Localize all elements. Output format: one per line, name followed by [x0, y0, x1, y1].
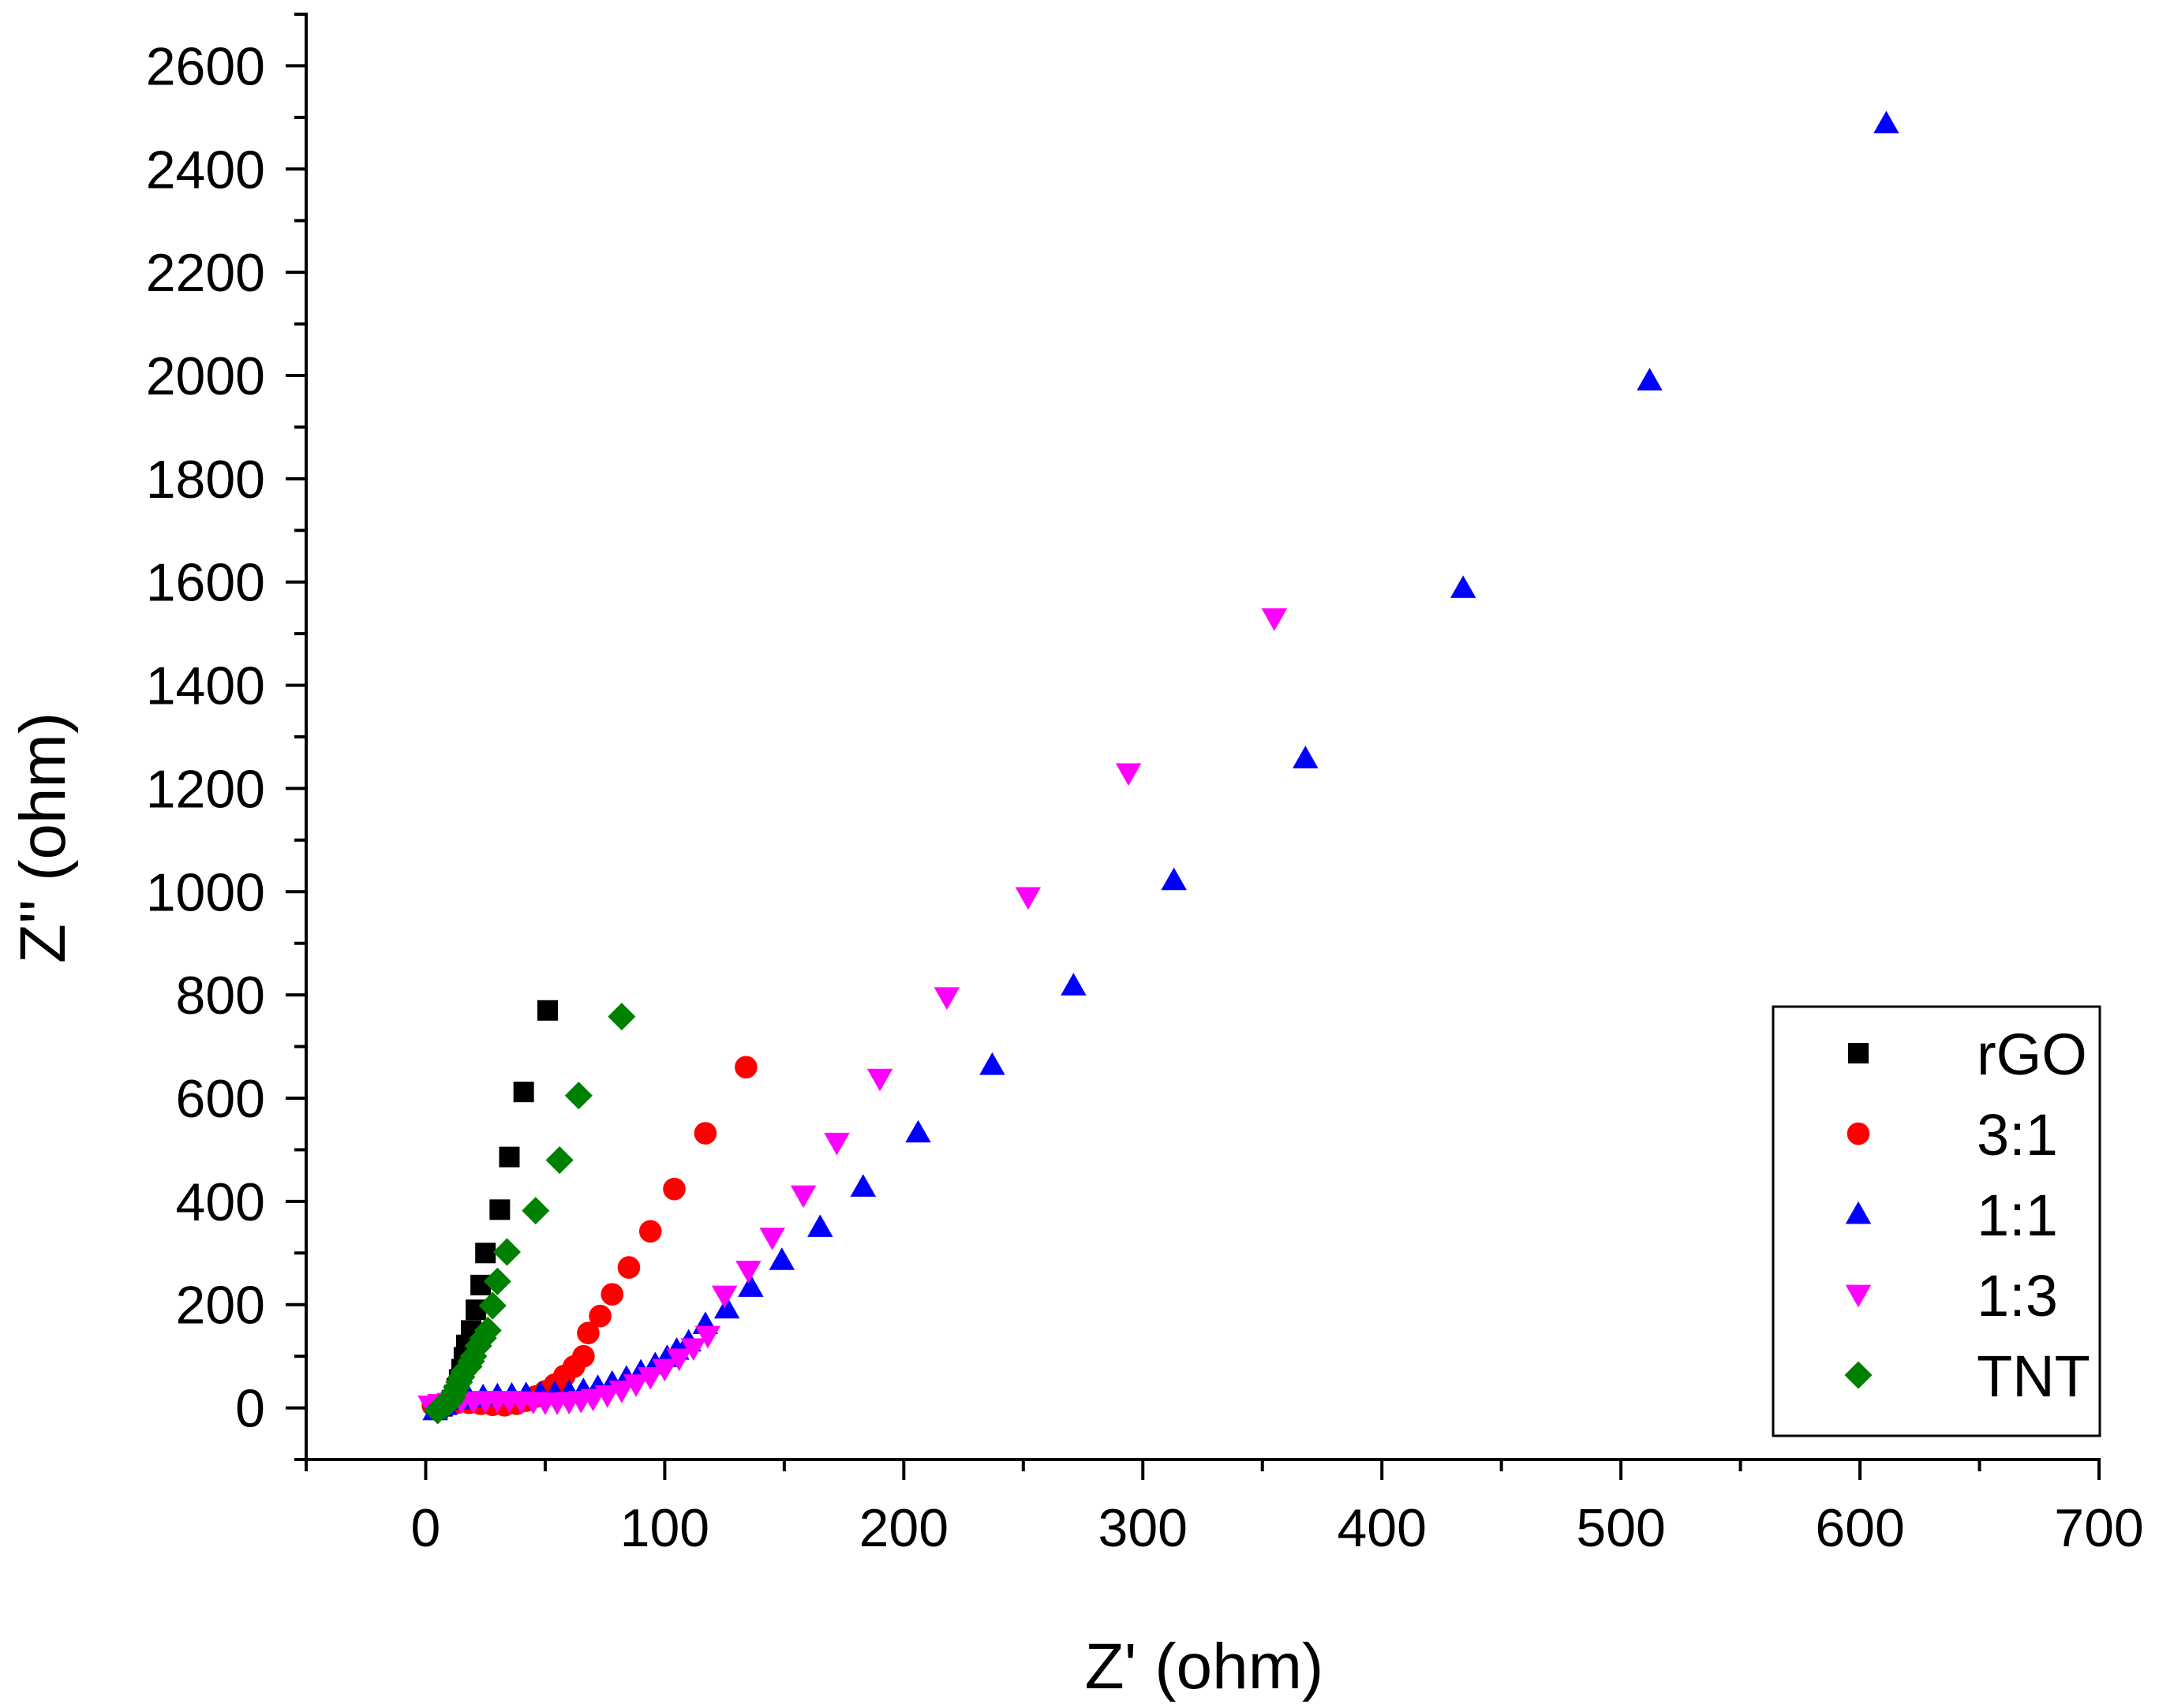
data-point: [1161, 867, 1187, 891]
data-point: [572, 1344, 595, 1368]
data-point: [522, 1197, 550, 1225]
data-point: [513, 1082, 534, 1103]
data-point: [1015, 887, 1042, 910]
x-tick-label: 200: [859, 1498, 949, 1558]
data-point: [537, 1000, 558, 1021]
data-point: [475, 1243, 496, 1264]
data-point: [1261, 608, 1288, 631]
y-tick-label: 1000: [146, 862, 265, 922]
y-tick-label: 800: [176, 966, 265, 1026]
data-point: [1450, 575, 1476, 598]
data-point: [601, 1283, 624, 1306]
y-axis-title: Z'' (ohm): [7, 712, 79, 963]
x-tick-label: 300: [1098, 1498, 1188, 1558]
x-tick-label: 0: [411, 1498, 441, 1558]
data-point: [608, 1380, 635, 1403]
y-tick-label: 2400: [146, 140, 265, 200]
data-point: [594, 1385, 620, 1408]
data-point: [850, 1174, 877, 1197]
y-tick-label: 1600: [146, 553, 265, 613]
legend-layer: rGO 3:1 1:1 1:3 TNT: [1772, 1005, 2101, 1437]
data-point: [623, 1374, 649, 1397]
legend-box: [1772, 1005, 2101, 1437]
data-point: [735, 1261, 761, 1284]
legend-label: 1:3: [1977, 1263, 2058, 1329]
data-point: [577, 1321, 600, 1344]
data-point: [663, 1177, 686, 1201]
data-point: [666, 1348, 692, 1372]
y-tick-label: 0: [235, 1379, 265, 1439]
data-point: [711, 1285, 738, 1309]
data-point: [1293, 746, 1319, 768]
data-point: [478, 1291, 507, 1320]
legend-label: 3:1: [1977, 1102, 2058, 1168]
y-tick-label: 2600: [146, 36, 265, 96]
data-point: [637, 1366, 664, 1390]
data-point: [483, 1267, 511, 1295]
data-point: [694, 1325, 721, 1349]
x-tick-label: 700: [2054, 1498, 2143, 1558]
axes-layer: 0 100 200 300 400 500 600 700 0 200 400 600 800 1000 1…: [146, 13, 2144, 1558]
y-tick-label: 1400: [146, 656, 265, 716]
data-point: [866, 1068, 893, 1092]
data-point: [738, 1274, 764, 1297]
data-point: [713, 1295, 740, 1319]
legend-label: rGO: [1977, 1022, 2087, 1087]
y-tick-label: 2000: [146, 346, 265, 406]
data-point: [608, 1003, 636, 1031]
data-point: [680, 1338, 707, 1361]
data-point: [589, 1304, 612, 1328]
data-point: [807, 1214, 833, 1237]
legend-marker: [1845, 1284, 1872, 1308]
data-point: [759, 1228, 785, 1250]
y-tick-label: 1200: [146, 759, 265, 819]
data-point: [1637, 368, 1663, 391]
data-point: [1061, 973, 1087, 996]
data-point: [499, 1146, 520, 1168]
data-point: [824, 1132, 850, 1156]
data-point: [934, 987, 960, 1011]
data-point: [694, 1122, 717, 1145]
data-point: [580, 1388, 606, 1412]
data-point: [564, 1082, 593, 1110]
data-point: [473, 1316, 502, 1344]
y-tick-label: 1800: [146, 450, 265, 510]
x-tick-label: 600: [1815, 1498, 1904, 1558]
legend-marker: [1848, 1043, 1869, 1063]
marks-layer: [417, 110, 1899, 1425]
legend-label: TNT: [1977, 1344, 2090, 1409]
legend-marker: [1844, 1361, 1873, 1389]
data-point: [638, 1220, 662, 1243]
legend-marker: [1845, 1201, 1872, 1224]
x-tick-label: 500: [1576, 1498, 1665, 1558]
data-point: [790, 1185, 817, 1209]
data-point: [979, 1052, 1005, 1075]
data-point: [617, 1256, 641, 1279]
data-point: [492, 1238, 522, 1266]
series-tnt: [424, 1003, 636, 1425]
data-point: [735, 1056, 758, 1079]
data-point: [1873, 110, 1899, 134]
data-point: [545, 1146, 574, 1175]
data-point: [1115, 763, 1142, 787]
data-point: [489, 1199, 511, 1220]
legend-label: 1:1: [1977, 1183, 2058, 1248]
y-tick-label: 400: [176, 1172, 265, 1232]
legend-marker: [1847, 1122, 1870, 1146]
x-tick-label: 400: [1337, 1498, 1426, 1558]
x-tick-label: 100: [620, 1498, 709, 1558]
x-axis-title: Z' (ohm): [1085, 1631, 1324, 1702]
data-point: [652, 1359, 678, 1382]
data-point: [905, 1119, 931, 1143]
y-tick-label: 2200: [146, 243, 265, 303]
y-tick-label: 200: [176, 1276, 265, 1336]
data-point: [769, 1247, 795, 1270]
y-tick-label: 600: [176, 1069, 265, 1129]
